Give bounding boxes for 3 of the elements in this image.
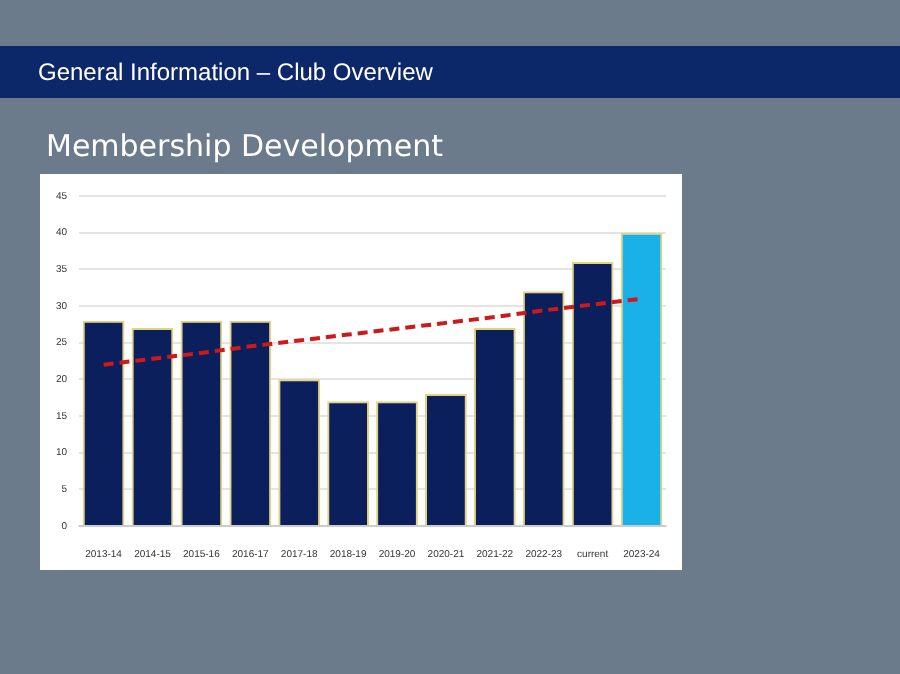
text: General Information – Club Overview [0, 46, 900, 98]
line-series [101, 296, 644, 367]
chart-title: Membership Development [46, 128, 443, 164]
